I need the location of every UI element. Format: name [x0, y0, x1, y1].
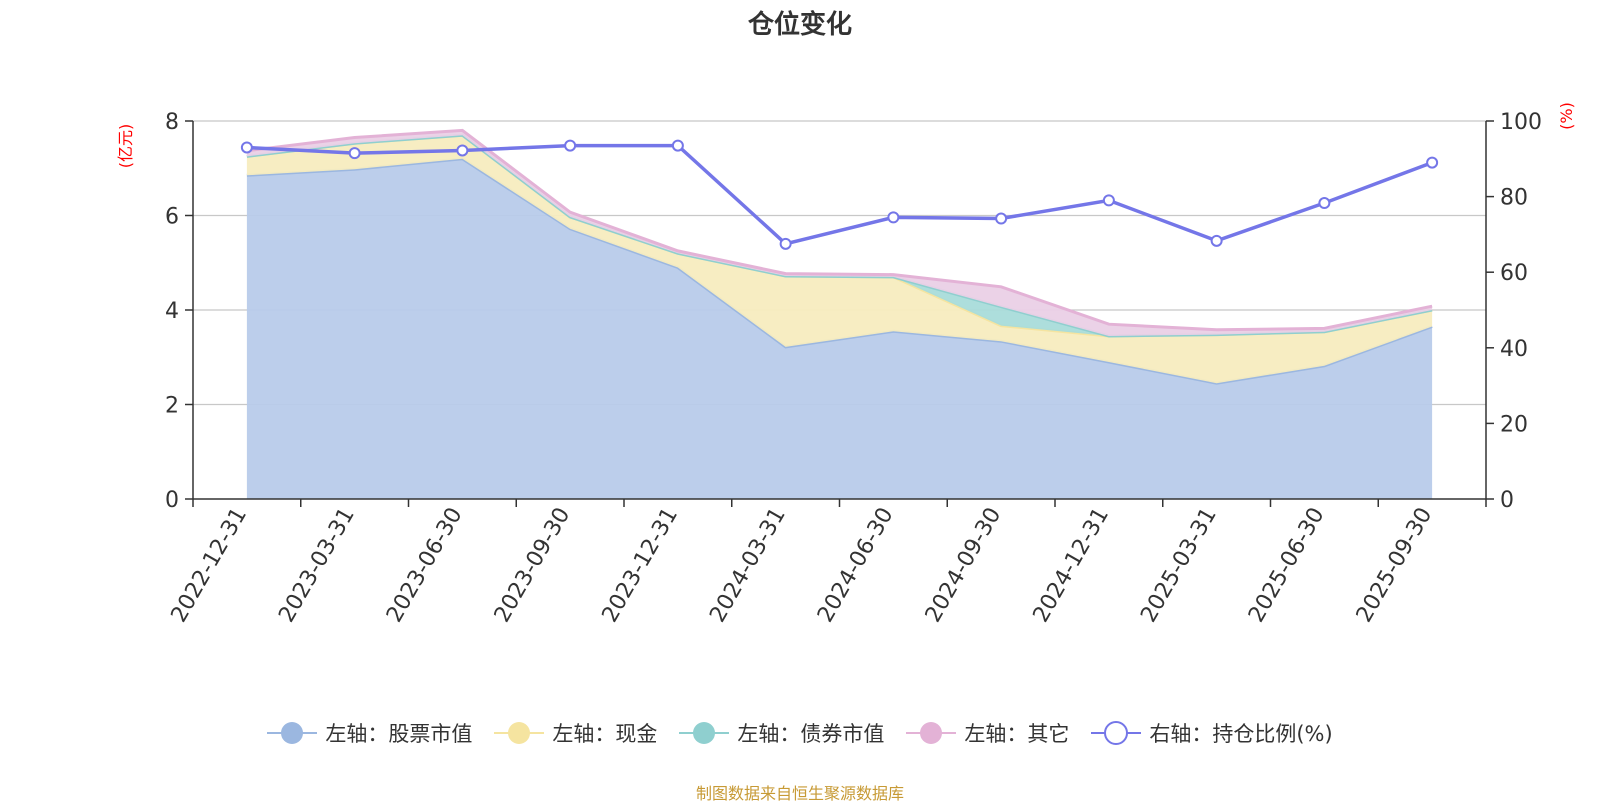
ratio-line-path: [246, 143, 1433, 246]
right-tick-label: 20: [1500, 412, 1528, 437]
left-axis-unit: (亿元): [116, 124, 135, 169]
x-tick-label: 2023-09-30: [490, 504, 576, 627]
chart-title: 仓位变化: [747, 10, 852, 40]
ratio-point: [995, 212, 1008, 225]
right-tick-label: 80: [1500, 186, 1528, 211]
stacked-areas: [246, 128, 1433, 500]
x-tick-label: 2023-06-30: [382, 504, 468, 627]
legend-item[interactable]: 左轴：现金: [494, 718, 657, 748]
x-tick-label: 2023-12-31: [597, 504, 683, 627]
x-tick-label: 2024-06-30: [813, 504, 899, 627]
ratio-point: [779, 237, 792, 250]
ratio-point: [456, 144, 469, 157]
ratio-point: [348, 147, 361, 160]
right-tick-label: 40: [1500, 337, 1528, 362]
left-tick-label: 4: [165, 299, 179, 324]
right-tick-label: 100: [1500, 110, 1542, 135]
legend-marker-icon: [267, 722, 318, 744]
legend-label: 左轴：股票市值: [325, 722, 473, 746]
legend-item[interactable]: 左轴：债券市值: [679, 718, 884, 748]
right-tick-label: 0: [1500, 488, 1514, 513]
left-tick-label: 6: [165, 205, 179, 230]
x-tick-label: 2023-03-31: [274, 504, 360, 627]
x-tick-label: 2024-09-30: [921, 504, 1007, 627]
legend-item[interactable]: 左轴：其它: [906, 718, 1069, 748]
x-tick-label: 2025-06-30: [1244, 504, 1330, 627]
left-tick-label: 2: [165, 394, 179, 419]
legend-label: 左轴：债券市值: [737, 722, 885, 746]
x-tick-label: 2025-03-31: [1136, 504, 1222, 627]
legend-marker-icon: [1091, 721, 1142, 745]
left-tick-label: 8: [165, 110, 179, 135]
ratio-point: [1426, 156, 1439, 169]
x-tick-label: 2024-03-31: [705, 504, 791, 627]
ratio-point: [1102, 194, 1115, 207]
x-tick-label: 2025-09-30: [1352, 504, 1438, 627]
ratio-point: [240, 141, 253, 154]
ratio-point: [671, 139, 684, 152]
legend-item[interactable]: 左轴：股票市值: [267, 718, 472, 748]
area-edge-3: [246, 128, 1433, 332]
ratio-line: [240, 139, 1439, 250]
right-tick-label: 60: [1500, 261, 1528, 286]
legend-label: 左轴：其它: [964, 722, 1070, 746]
source-note: 制图数据来自恒生聚源数据库: [695, 784, 904, 803]
legend: 左轴：股票市值 左轴：现金 左轴：债券市值 左轴：其它 右轴：持仓比例(%): [0, 718, 1600, 748]
ratio-point: [887, 211, 900, 224]
ratio-point: [1210, 234, 1223, 247]
legend-item[interactable]: 右轴：持仓比例(%): [1091, 718, 1333, 748]
right-axis-unit: (%): [1557, 102, 1576, 130]
legend-marker-icon: [494, 722, 545, 744]
legend-marker-icon: [679, 722, 730, 744]
area-series-0: [246, 158, 1433, 500]
legend-label: 左轴：现金: [552, 722, 658, 746]
legend-marker-icon: [906, 722, 957, 744]
ratio-point: [1318, 197, 1331, 210]
x-tick-label: 2024-12-31: [1028, 504, 1114, 627]
legend-label: 右轴：持仓比例(%): [1149, 722, 1333, 746]
ratio-point: [564, 139, 577, 152]
left-tick-label: 0: [165, 488, 179, 513]
x-tick-label: 2022-12-31: [166, 504, 252, 627]
